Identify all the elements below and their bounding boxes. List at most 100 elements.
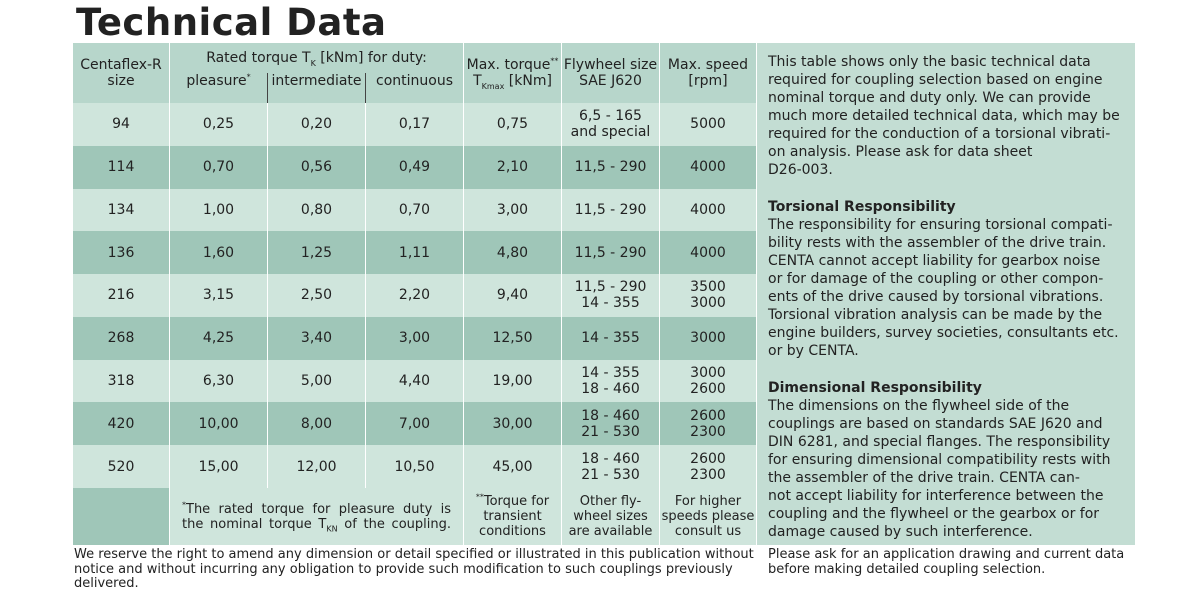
- cell-text: and special: [570, 124, 651, 141]
- cell-text: 0,25: [202, 116, 235, 133]
- table-cell: 0,80: [268, 188, 366, 232]
- cell-text: 1,11: [398, 244, 431, 261]
- table-cell: 0,25: [170, 103, 268, 146]
- table-cell: 3,15: [170, 274, 268, 317]
- rich-line: intermediate: [271, 73, 361, 89]
- table-cell: 0,70: [170, 145, 268, 189]
- paragraph-line: The responsibility for ensuring torsiona…: [768, 217, 1113, 233]
- table-cell: 114: [73, 145, 170, 189]
- supscript: *: [182, 500, 186, 510]
- table-cell: 0,49: [366, 145, 464, 189]
- header-cell: pleasure*: [170, 73, 268, 103]
- cell-text: 7,00: [398, 415, 431, 432]
- table-cell: 18 - 460 21 - 530: [562, 445, 660, 488]
- text: Rated torque T: [206, 50, 311, 66]
- table-cell: 4000: [660, 188, 757, 232]
- rich-line: Rated torque TK [kNm] for duty:: [206, 50, 427, 68]
- paragraph-line: for ensuring dimensional compatibility r…: [768, 452, 1111, 468]
- cell-text: 0,17: [398, 116, 431, 133]
- cell-text: 3,00: [398, 330, 431, 347]
- table-cell: 4,80: [464, 231, 562, 275]
- text: Torque for transient conditions: [479, 494, 550, 539]
- cell-text: 520: [107, 458, 135, 475]
- table-cell: 1,25: [268, 231, 366, 275]
- table-cell: 4,25: [170, 316, 268, 360]
- cell-text: 3500: [690, 279, 726, 296]
- table-cell: 4,40: [366, 359, 464, 403]
- table-cell: 0,70: [366, 188, 464, 232]
- header-text: SAE J620: [579, 73, 642, 89]
- cell-text: 420: [107, 415, 135, 432]
- table-cell: 11,5 - 290 14 - 355: [562, 274, 660, 317]
- subscript: Kmax: [481, 81, 505, 91]
- paragraph-line: engine builders, survey societies, consu…: [768, 325, 1119, 341]
- cell-text: 5000: [690, 116, 726, 133]
- text: The rated torque for pleasure duty is th…: [182, 501, 451, 532]
- cell-text: 11,5 - 290: [574, 279, 647, 296]
- cell-text: 30,00: [492, 415, 533, 432]
- cell-text: 0,70: [202, 159, 235, 176]
- cell-text: 134: [107, 201, 135, 218]
- table-cell: 6,30: [170, 359, 268, 403]
- text: T: [473, 73, 482, 89]
- paragraph-line: Torsional vibration analysis can be made…: [768, 307, 1103, 323]
- supscript: *: [246, 72, 251, 82]
- cell-text: 21 - 530: [581, 423, 640, 440]
- text: intermediate: [271, 73, 362, 89]
- header-cell: continuous: [366, 73, 464, 103]
- table-cell: 19,00: [464, 359, 562, 403]
- table-cell: 2600 2300: [660, 402, 757, 446]
- cell-text: 11,5 - 290: [574, 201, 647, 218]
- cell-text: 3,00: [496, 201, 529, 218]
- paragraph-line: D26-003.: [768, 162, 833, 178]
- footer-cell: Other fly-wheel sizes are available: [562, 488, 660, 545]
- cell-text: 11,5 - 290: [574, 244, 647, 261]
- cell-text: 2600: [690, 407, 726, 424]
- table-cell: 30,00: [464, 402, 562, 446]
- cell-text: 4000: [690, 244, 726, 261]
- table-cell: 136: [73, 231, 170, 275]
- cell-text: 1,60: [202, 244, 235, 261]
- cell-text: 11,5 - 290: [574, 159, 647, 176]
- table-cell: 14 - 355 18 - 460: [562, 359, 660, 403]
- cell-text: 2300: [690, 423, 726, 440]
- cell-text: 4000: [690, 159, 726, 176]
- cell-text: 216: [107, 287, 135, 304]
- footer-cell: **Torque for transient conditions: [464, 488, 562, 545]
- header-cell: Rated torque TK [kNm] for duty:: [170, 43, 464, 73]
- cell-text: 18 - 460: [581, 407, 640, 424]
- footer-cell: For higher speeds please consult us: [660, 488, 757, 545]
- table-cell: 18 - 460 21 - 530: [562, 402, 660, 446]
- table-cell: 11,5 - 290: [562, 188, 660, 232]
- cell-text: 9,40: [496, 287, 529, 304]
- cell-text: 114: [107, 159, 135, 176]
- table-cell: 5,00: [268, 359, 366, 403]
- subscript: K: [310, 58, 316, 68]
- rich-line: **Torque for transient conditions: [464, 493, 561, 539]
- cell-text: 4,40: [398, 373, 431, 390]
- cell-text: 1,00: [202, 201, 235, 218]
- header-cell: Max. speed [rpm]: [660, 43, 757, 103]
- cell-text: 2,10: [496, 159, 529, 176]
- supscript: **: [550, 56, 559, 66]
- cell-text: 14 - 355: [581, 365, 640, 382]
- table-cell: 1,00: [170, 188, 268, 232]
- table-cell: 15,00: [170, 445, 268, 488]
- cell-text: 0,70: [398, 201, 431, 218]
- table-cell: 3,00: [464, 188, 562, 232]
- table-cell: 5000: [660, 103, 757, 146]
- text: continuous: [376, 73, 453, 89]
- table-cell: 0,20: [268, 103, 366, 146]
- table-cell: 2600 2300: [660, 445, 757, 488]
- cell-text: 18 - 460: [581, 450, 640, 467]
- cell-text: 4,80: [496, 244, 529, 261]
- table-cell: 520: [73, 445, 170, 488]
- header-text: Max. speed: [667, 57, 749, 73]
- header-cell: intermediate: [268, 73, 366, 103]
- paragraph-line: much more detailed technical data, which…: [768, 108, 1120, 124]
- table-cell: 268: [73, 316, 170, 360]
- cell-text: 4,25: [202, 330, 235, 347]
- rich-line: pleasure*: [186, 73, 250, 89]
- cell-text: 8,00: [300, 415, 333, 432]
- cell-text: 14 - 355: [581, 295, 640, 312]
